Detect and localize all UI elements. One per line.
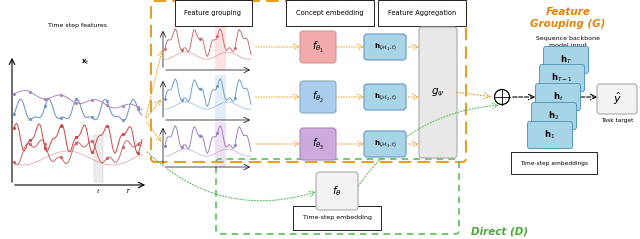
Text: $\hat{y}$: $\hat{y}$: [612, 91, 621, 107]
Text: $f_{\theta_1}$: $f_{\theta_1}$: [312, 39, 324, 54]
FancyBboxPatch shape: [316, 172, 358, 210]
FancyBboxPatch shape: [364, 84, 406, 110]
Text: Time step features: Time step features: [49, 22, 108, 27]
FancyBboxPatch shape: [531, 103, 577, 130]
FancyBboxPatch shape: [527, 121, 573, 148]
Text: $\mathbf{x}_t$: $\mathbf{x}_t$: [81, 57, 90, 67]
Text: Concept embedding: Concept embedding: [296, 10, 364, 16]
Text: Direct (D): Direct (D): [472, 227, 529, 237]
Text: Task target: Task target: [601, 118, 633, 123]
FancyBboxPatch shape: [364, 34, 406, 60]
Text: $f_\theta$: $f_\theta$: [332, 184, 342, 198]
FancyBboxPatch shape: [300, 31, 336, 63]
Text: $\mathbf{h}_{T-1}$: $\mathbf{h}_{T-1}$: [551, 72, 573, 84]
FancyBboxPatch shape: [215, 122, 226, 167]
Text: Feature grouping: Feature grouping: [184, 10, 241, 16]
Text: Sequence backbone
model input: Sequence backbone model input: [536, 36, 600, 48]
FancyBboxPatch shape: [215, 75, 226, 120]
Text: Feature Aggregation: Feature Aggregation: [388, 10, 456, 16]
FancyBboxPatch shape: [419, 27, 457, 158]
Text: $\mathbf{h}_1$: $\mathbf{h}_1$: [545, 129, 556, 141]
FancyBboxPatch shape: [364, 131, 406, 157]
Text: $f_{\theta_3}$: $f_{\theta_3}$: [312, 136, 324, 152]
FancyBboxPatch shape: [543, 47, 589, 74]
Text: $\mathbf{h}_T$: $\mathbf{h}_T$: [560, 54, 572, 66]
Text: $g_\psi$: $g_\psi$: [431, 86, 445, 99]
Text: $t$: $t$: [95, 187, 100, 195]
FancyBboxPatch shape: [94, 135, 103, 182]
FancyBboxPatch shape: [300, 128, 336, 160]
Text: Feature
Grouping (G): Feature Grouping (G): [531, 7, 605, 29]
FancyBboxPatch shape: [300, 81, 336, 113]
Text: $\mathbf{h}_{(\mathcal{M}_1,t)}$: $\mathbf{h}_{(\mathcal{M}_1,t)}$: [374, 42, 396, 52]
Text: $\mathbf{h}_{(\mathcal{M}_3,t)}$: $\mathbf{h}_{(\mathcal{M}_3,t)}$: [374, 139, 396, 149]
Text: Time-step embeddings: Time-step embeddings: [520, 161, 588, 165]
FancyBboxPatch shape: [540, 65, 584, 92]
FancyBboxPatch shape: [536, 83, 580, 110]
FancyBboxPatch shape: [215, 25, 226, 70]
Text: $\mathbf{h}_{(\mathcal{M}_2,t)}$: $\mathbf{h}_{(\mathcal{M}_2,t)}$: [374, 92, 396, 102]
Text: $T$: $T$: [125, 187, 131, 195]
Text: Time-step embedding: Time-step embedding: [303, 216, 371, 221]
Text: $f_{\theta_2}$: $f_{\theta_2}$: [312, 89, 324, 104]
Text: $\mathbf{h}_2$: $\mathbf{h}_2$: [548, 110, 559, 122]
FancyBboxPatch shape: [597, 84, 637, 114]
Text: $\mathbf{h}_t$: $\mathbf{h}_t$: [553, 91, 563, 103]
